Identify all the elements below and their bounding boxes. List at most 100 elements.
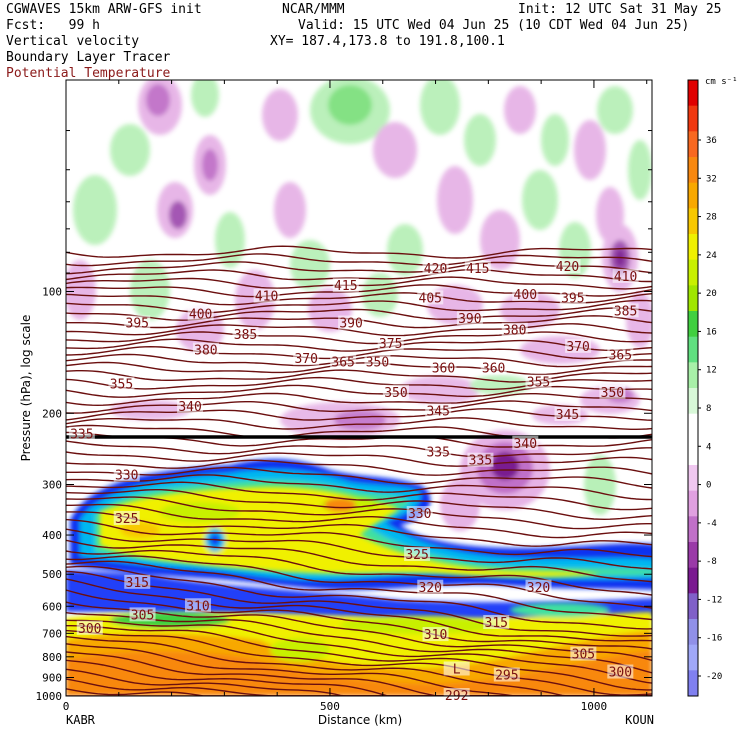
y-tick-label: 200: [42, 407, 62, 420]
theta-contour: [66, 565, 652, 630]
theta-label: 320: [419, 581, 442, 596]
theta-label: 385: [614, 304, 637, 319]
theta-contour: [66, 601, 652, 662]
contour-label-bg: [525, 374, 552, 389]
theta-contour: [66, 299, 652, 314]
contour-label-bg: [430, 360, 457, 375]
contour-label-bg: [483, 615, 510, 630]
contour-label-bg: [612, 268, 639, 283]
left-endpoint-label: KABR: [66, 713, 96, 727]
theta-contour: [66, 643, 652, 696]
forecast-hour: Fcst: 99 h: [6, 18, 100, 33]
pressure-axis: 100 200 300 400 500 600 700 800 900 1000: [36, 130, 652, 703]
theta-contour: [66, 651, 652, 696]
contour-label-bg: [512, 435, 539, 450]
contour-label-bg: [565, 338, 592, 353]
contour-label-bg: [330, 354, 357, 369]
theta-label: L: [453, 663, 461, 678]
theta-contour: [66, 589, 652, 650]
contour-label-bg: [382, 384, 409, 399]
theta-contour: [66, 440, 652, 458]
theta-contour: [66, 417, 652, 430]
theta-label: 400: [514, 288, 537, 303]
contour-label-bg: [364, 354, 391, 369]
contour-label-bg: [422, 627, 449, 642]
contour-label-bg: [293, 351, 320, 366]
theta-label: 325: [405, 548, 428, 563]
theta-label: 305: [131, 608, 154, 623]
contour-label-bg: [68, 426, 95, 441]
contour-label-bg: [417, 290, 444, 305]
potential-temperature-contours: [66, 245, 652, 696]
theta-label: 315: [126, 576, 149, 591]
colorbar-label: -12: [706, 595, 722, 605]
theta-label: 360: [432, 361, 455, 376]
colorbar-bin: [688, 670, 698, 697]
colorbar-bin: [688, 259, 698, 286]
colorbar: 36 32 28 24 20 16 12 8 4 0 -4 -8 -12 -16 -20: [687, 79, 722, 697]
theta-contour: [66, 539, 652, 583]
theta-contour: [66, 261, 652, 275]
theta-label: 390: [458, 312, 481, 327]
colorbar-bin: [688, 311, 698, 338]
theta-contour: [66, 549, 652, 596]
theta-contour: [66, 345, 652, 360]
xsection-endpoints: XY= 187.4,173.8 to 191.8,100.1: [270, 34, 505, 49]
theta-label: 355: [110, 378, 133, 393]
contour-label-bg: [124, 574, 151, 589]
theta-contour: [66, 361, 652, 376]
contour-label-bg: [512, 286, 539, 301]
right-endpoint-label: KOUN: [625, 713, 654, 727]
theta-contour: [66, 451, 652, 467]
theta-label: 360: [482, 361, 505, 376]
contour-label-bg: [612, 303, 639, 318]
theta-label: 375: [379, 337, 402, 352]
colorbar-label: 20: [706, 289, 717, 299]
contour-label-bg: [456, 311, 483, 326]
theta-label: 330: [115, 468, 138, 483]
contour-label-bg: [443, 661, 470, 676]
theta-contour: [66, 503, 652, 539]
theta-label: 395: [126, 317, 149, 332]
contour-label-bg: [129, 607, 156, 622]
contour-label-bg: [525, 579, 552, 594]
contour-label-bg: [464, 261, 491, 276]
theta-contour: [66, 518, 652, 558]
theta-label: 335: [70, 428, 93, 443]
theta-label: 300: [78, 622, 101, 637]
theta-label: 295: [495, 669, 518, 684]
contour-label-bg: [377, 336, 404, 351]
colorbar-label: 12: [706, 366, 717, 376]
contour-label-bg: [332, 278, 359, 293]
theta-label: 320: [527, 581, 550, 596]
colorbar-label: 24: [706, 251, 717, 261]
theta-contour: [66, 338, 652, 352]
contour-label-bg: [607, 347, 634, 362]
colorbar-bin: [688, 285, 698, 312]
contour-label-bg: [192, 342, 219, 357]
theta-label: 340: [178, 400, 201, 415]
theta-contour: [66, 578, 652, 642]
theta-contour: [66, 668, 652, 696]
potential-temperature-labels: 420 415 420 415 410 405 400 395 410 400 390 395 385 3…: [68, 259, 639, 704]
y-tick-label: 1000: [36, 690, 63, 703]
distance-axis: 0 500 1000: [63, 80, 648, 713]
theta-label: 350: [366, 356, 389, 371]
theta-contour: [66, 307, 652, 321]
theta-contour: [66, 570, 652, 637]
theta-label: 410: [255, 290, 278, 305]
theta-contour: [66, 619, 652, 684]
contour-label-bg: [76, 620, 103, 635]
plot-frame: [65, 79, 653, 697]
x-axis-title: Distance (km): [318, 713, 402, 727]
y-tick-label: 100: [42, 286, 62, 299]
colorbar-unit: cm s⁻¹: [705, 77, 738, 87]
contour-label-bg: [570, 646, 597, 661]
colorbar-bin: [688, 619, 698, 646]
theta-label: 330: [408, 507, 431, 522]
colorbar-bin: [688, 516, 698, 543]
theta-label: 370: [566, 340, 589, 355]
theta-contour: [66, 353, 652, 368]
y-tick-label: 500: [42, 568, 62, 581]
